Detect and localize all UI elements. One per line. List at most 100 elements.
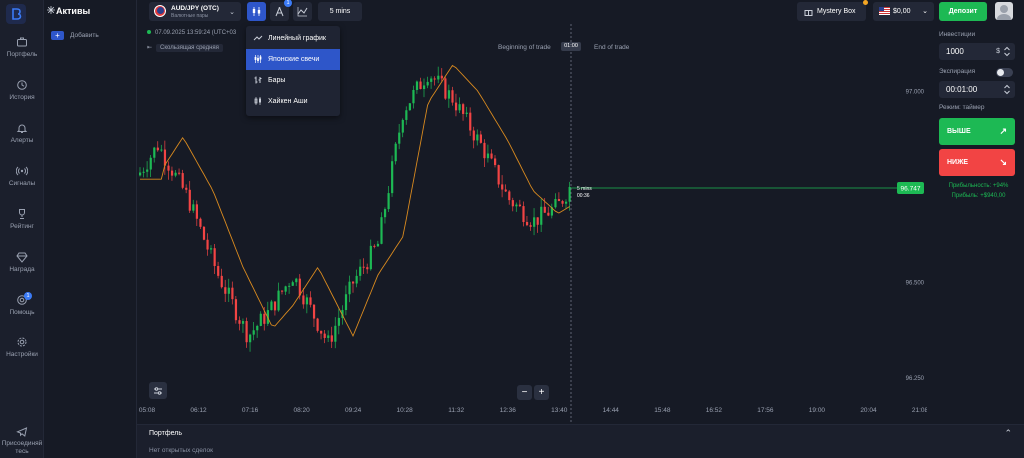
drawing-tools-button[interactable]: 1 — [270, 0, 292, 21]
candle-body — [273, 301, 277, 311]
zoom-out-button[interactable]: − — [517, 385, 532, 400]
x-tick-label: 08:20 — [293, 407, 310, 414]
menu-item-line-chart[interactable]: Линейный график — [246, 28, 340, 49]
x-tick-label: 16:52 — [706, 407, 723, 414]
candle-body — [540, 206, 543, 225]
candle-body — [234, 299, 238, 321]
candle-body — [323, 333, 326, 338]
candle-body — [394, 143, 397, 162]
candle-body — [142, 171, 145, 173]
sidebar-item-join[interactable]: Присоединяй тесь — [0, 426, 44, 456]
x-tick-label: 09:24 — [345, 407, 362, 414]
timeframe-button[interactable]: 5 mins — [318, 2, 362, 21]
investment-value: 1000 — [946, 47, 964, 56]
candle-body — [359, 266, 362, 276]
portfolio-bar[interactable]: Портфель Нет открытых сделок ⌃ — [137, 424, 1024, 458]
diamond-icon — [16, 251, 28, 263]
chevron-down-icon: ⌄ — [922, 8, 928, 15]
arrow-up-right-icon: ↗ — [999, 126, 1007, 136]
chart-settings-button[interactable] — [149, 382, 167, 399]
bars-icon — [254, 76, 262, 84]
x-tick-label: 17:56 — [757, 407, 774, 414]
profit-text: Прибыль: +$940,00 — [951, 193, 1006, 199]
candle-body — [227, 287, 230, 294]
sidebar-item-settings[interactable]: Настройки — [0, 336, 44, 358]
sidebar-item-history[interactable]: История — [0, 79, 44, 101]
investment-label: Инвестиции — [939, 31, 976, 38]
asset-selector[interactable]: AUD/JPY (OTC) Валютные пары ⌄ — [149, 2, 241, 21]
candle-body — [206, 239, 209, 250]
expiration-toggle[interactable] — [996, 68, 1013, 77]
candle-body — [348, 281, 351, 295]
x-tick-label: 10:28 — [397, 407, 414, 414]
price-chart[interactable]: 05:08 06:12 07:16 08:20 09:24 10:28 11:32 12:36… — [137, 24, 927, 422]
up-button[interactable]: ВЫШЕ ↗ — [939, 118, 1015, 145]
down-button[interactable]: НИЖЕ ↘ — [939, 149, 1015, 176]
candle-body — [156, 147, 159, 151]
candle-body — [408, 103, 411, 111]
candle-body — [316, 318, 319, 331]
mystery-box-button[interactable]: Mystery Box — [797, 0, 868, 21]
sliders-icon — [154, 386, 162, 395]
candle-body — [554, 198, 557, 208]
candle-body — [241, 321, 245, 324]
sidebar-item-portfolio[interactable]: Портфель — [0, 36, 44, 58]
sidebar-item-label: Алерты — [10, 137, 34, 144]
candle-body — [298, 278, 301, 296]
candle-body — [568, 186, 571, 202]
candle-body — [518, 204, 522, 207]
investment-input[interactable]: 1000 $ — [939, 43, 1015, 60]
top-bar: AUD/JPY (OTC) Валютные пары ⌄ 1 5 mins M… — [137, 0, 1024, 24]
candle-body — [146, 169, 149, 172]
sidebar-item-label: Награда — [9, 266, 35, 273]
deposit-button[interactable]: Депозит — [939, 2, 987, 21]
sidebar-item-reward[interactable]: Награда — [0, 251, 44, 273]
indicators-icon — [297, 7, 308, 17]
candle-body — [277, 290, 280, 311]
trophy-icon — [16, 208, 28, 220]
avatar[interactable] — [995, 2, 1013, 20]
logo[interactable] — [6, 4, 26, 24]
menu-item-candles[interactable]: Японские свечи — [246, 49, 340, 70]
candle-body — [281, 290, 284, 292]
sparkle-icon — [47, 6, 55, 14]
heikin-ashi-icon — [254, 97, 261, 105]
x-tick-label: 13:40 — [551, 407, 568, 414]
candle-body — [344, 294, 348, 311]
sidebar-item-rating[interactable]: Рейтинг — [0, 208, 44, 230]
zoom-in-button[interactable]: + — [534, 385, 549, 400]
stepper-icon[interactable] — [1003, 84, 1011, 95]
balance-selector[interactable]: $0,00 ⌄ — [873, 2, 934, 21]
menu-item-label: Линейный график — [268, 35, 326, 42]
x-tick-label: 14:44 — [603, 407, 620, 414]
plus-icon: + — [51, 31, 64, 40]
menu-item-heikin-ashi[interactable]: Хайкен Аши — [246, 91, 340, 112]
candle-body — [199, 218, 202, 227]
chart-type-button[interactable] — [247, 2, 266, 21]
candle-body — [167, 165, 170, 171]
chevron-up-icon[interactable]: ⌃ — [1004, 428, 1012, 438]
candle-body — [437, 75, 440, 80]
current-price-value: 96.747 — [901, 185, 921, 192]
sidebar-item-signals[interactable]: Сигналы — [0, 165, 44, 187]
candle-body — [550, 207, 553, 216]
sidebar-join-line1: Присоединяй — [1, 440, 43, 447]
candle-body — [451, 90, 454, 103]
sidebar-item-alerts[interactable]: Алерты — [0, 122, 44, 144]
menu-item-bars[interactable]: Бары — [246, 70, 340, 91]
indicators-button[interactable] — [293, 2, 312, 21]
candle-body — [412, 89, 415, 104]
chart-area[interactable]: 05:08 06:12 07:16 08:20 09:24 10:28 11:32 12:36… — [137, 24, 927, 422]
add-asset-button[interactable]: + Добавить — [51, 31, 99, 40]
candle-body — [525, 221, 529, 226]
add-asset-label: Добавить — [70, 32, 99, 39]
expiration-input[interactable]: 00:01:00 — [939, 81, 1015, 98]
candle-body — [341, 310, 344, 318]
stepper-icon[interactable] — [1003, 46, 1011, 57]
candle-body — [295, 278, 298, 283]
candle-body — [327, 335, 330, 338]
sidebar-item-help[interactable]: 1 Помощь — [0, 292, 44, 316]
indicator-tag[interactable]: ⇤ Скользящая средняя — [147, 44, 223, 52]
portfolio-empty-text: Нет открытых сделок — [149, 447, 213, 454]
logo-icon — [12, 8, 22, 20]
